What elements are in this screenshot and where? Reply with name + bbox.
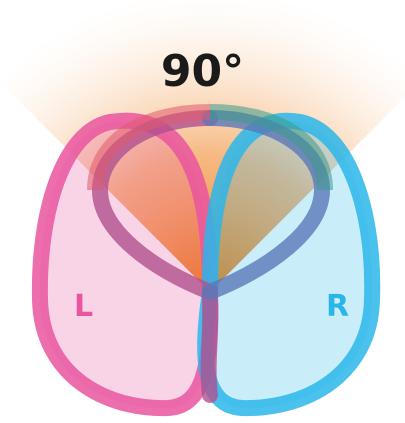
- top-arc-right: [209, 104, 333, 191]
- left-channel-label: L: [74, 289, 94, 324]
- coverage-wedge: [0, 0, 405, 292]
- angle-label: 90°: [160, 46, 245, 97]
- right-pattern: [197, 112, 381, 417]
- top-arc-left: [87, 104, 211, 191]
- right-channel-label: R: [326, 289, 350, 324]
- left-pattern: [31, 112, 219, 417]
